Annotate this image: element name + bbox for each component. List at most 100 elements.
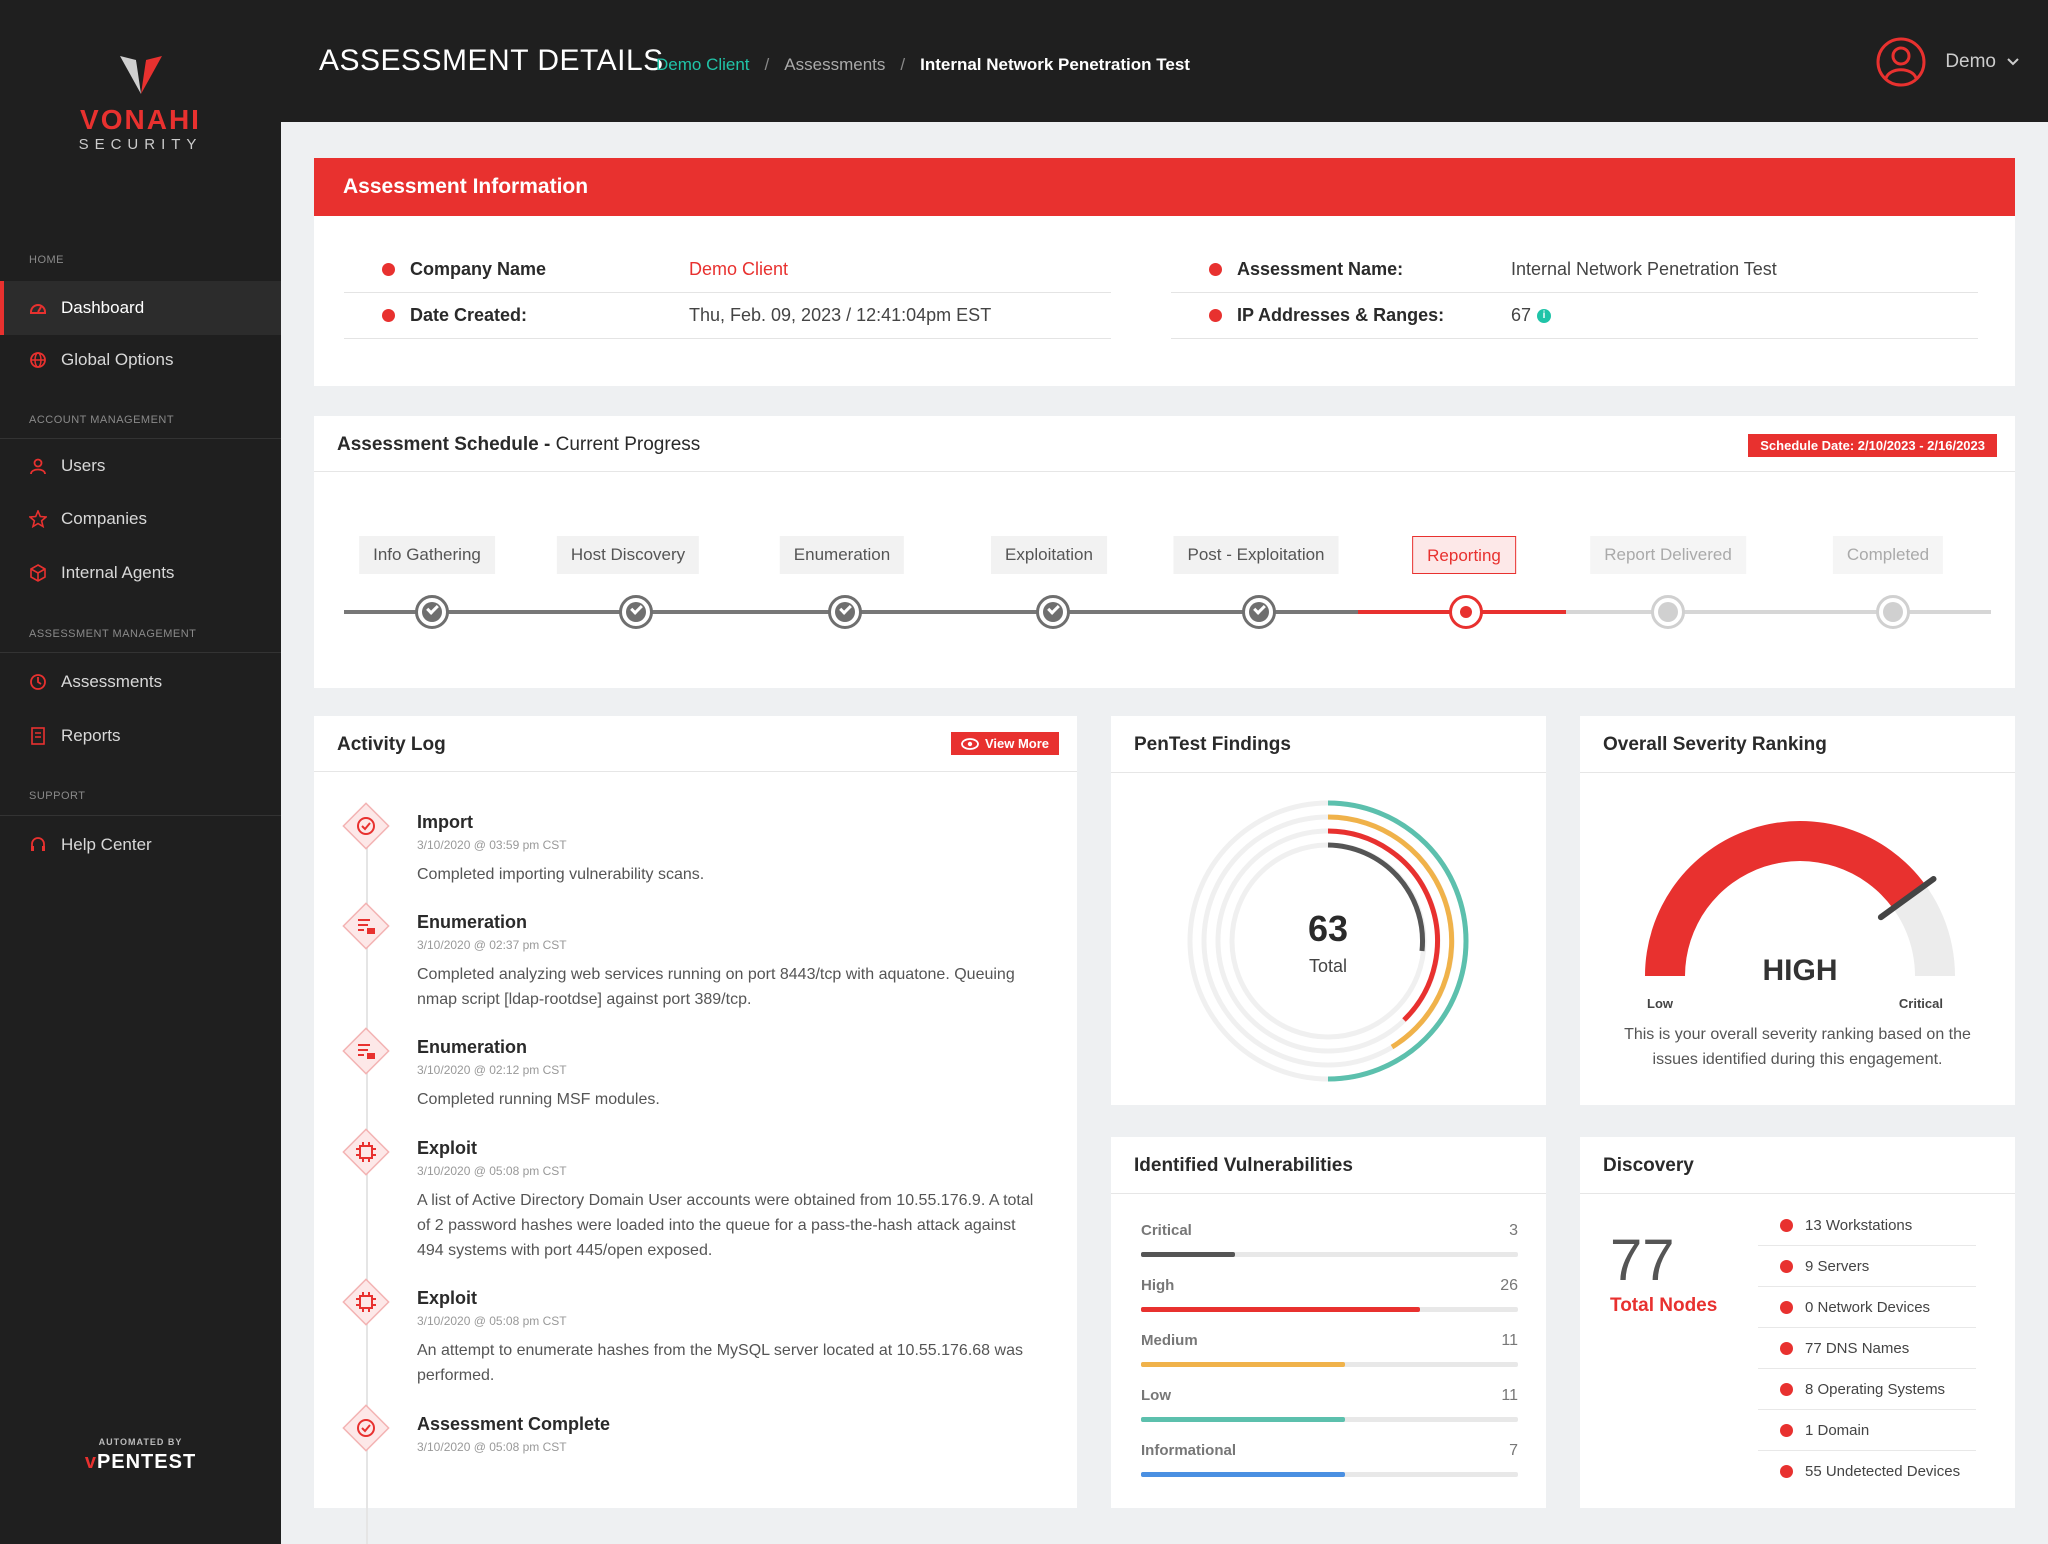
discovery-item[interactable]: 1 Domain — [1758, 1410, 1976, 1451]
log-title: Enumeration — [417, 912, 528, 932]
sidebar-item-dashboard[interactable]: Dashboard — [0, 281, 281, 335]
discovery-item[interactable]: 9 Servers — [1758, 1246, 1976, 1287]
step-node-done — [1242, 595, 1276, 629]
step-post-exploitation[interactable]: Post - Exploitation — [1173, 536, 1339, 574]
log-desc: Completed running MSF modules. — [417, 1091, 660, 1108]
discovery-card: Discovery 77 Total Nodes 13 Workstations… — [1580, 1137, 2015, 1508]
top-header: ASSESSMENT DETAILS Demo Client / Assessm… — [281, 0, 2048, 122]
step-node-done — [1036, 595, 1070, 629]
pentest-findings-card: PenTest Findings 63 Total — [1111, 716, 1546, 1105]
severity-level: HIGH — [1762, 954, 1838, 987]
card-divider — [1111, 772, 1546, 773]
breadcrumb-assessments-link[interactable]: Assessments — [784, 55, 886, 74]
log-time: 3/10/2020 @ 03:59 pm CST — [417, 838, 567, 852]
discovery-item[interactable]: 55 Undetected Devices — [1758, 1451, 1976, 1492]
dashboard-icon — [29, 299, 47, 317]
bullet-dot — [1780, 1300, 1793, 1314]
bullet-dot — [1780, 1465, 1793, 1478]
user-icon — [29, 457, 47, 475]
vuln-row-high[interactable]: High 26 — [1141, 1267, 1518, 1322]
log-item: Exploit 3/10/2020 @ 05:08 pm CST An atte… — [314, 1276, 1074, 1401]
vuln-name: High — [1141, 1277, 1175, 1294]
discovery-item[interactable]: 77 DNS Names — [1758, 1328, 1976, 1369]
step-host-discovery[interactable]: Host Discovery — [556, 536, 700, 574]
check-icon — [426, 602, 439, 615]
view-more-button[interactable]: View More — [950, 732, 1059, 755]
discovery-item[interactable]: 8 Operating Systems — [1758, 1369, 1976, 1410]
breadcrumb-separator: / — [764, 55, 770, 74]
sidebar-item-help-center[interactable]: Help Center — [0, 818, 281, 872]
vuln-row-medium[interactable]: Medium 11 — [1141, 1322, 1518, 1377]
nav-section-assessment: ASSESSMENT MANAGEMENT — [29, 628, 197, 640]
sidebar-item-label: Internal Agents — [61, 563, 175, 582]
sidebar-item-label: Reports — [61, 726, 121, 745]
log-title: Assessment Complete — [417, 1414, 611, 1434]
chip-icon — [340, 1126, 392, 1178]
sidebar-item-reports[interactable]: Reports — [0, 709, 281, 763]
company-name-value[interactable]: Demo Client — [689, 259, 789, 279]
ip-ranges-row: IP Addresses & Ranges: 67 i — [1171, 293, 1978, 339]
sidebar-item-internal-agents[interactable]: Internal Agents — [0, 546, 281, 600]
sidebar-item-users[interactable]: Users — [0, 439, 281, 493]
step-report-delivered[interactable]: Report Delivered — [1590, 536, 1746, 574]
sidebar-item-label: Dashboard — [61, 298, 145, 317]
step-info-gathering[interactable]: Info Gathering — [359, 536, 495, 574]
report-icon — [29, 727, 47, 745]
page-title: ASSESSMENT DETAILS — [319, 44, 664, 77]
vuln-row-informational[interactable]: Informational 7 — [1141, 1432, 1518, 1487]
nav-divider — [0, 815, 281, 816]
list-lock-icon — [340, 900, 392, 952]
vuln-bar-fill — [1141, 1362, 1345, 1367]
step-completed[interactable]: Completed — [1832, 536, 1944, 574]
sidebar-item-global-options[interactable]: Global Options — [0, 333, 281, 387]
nav-section-home: HOME — [29, 254, 64, 266]
list-lock-icon — [340, 1025, 392, 1077]
log-title: Exploit — [417, 1288, 478, 1308]
eye-icon — [961, 737, 979, 750]
date-created-value: Thu, Feb. 09, 2023 / 12:41:04pm EST — [689, 305, 992, 325]
vonahi-logo[interactable]: VONAHI SECURITY — [0, 50, 281, 153]
card-divider — [1580, 1193, 2015, 1194]
step-node-future — [1651, 595, 1685, 629]
check-icon — [1047, 602, 1060, 615]
vulnerabilities-card: Identified Vulnerabilities Critical 3 Hi… — [1111, 1137, 1546, 1508]
log-time: 3/10/2020 @ 05:08 pm CST — [417, 1440, 567, 1454]
globe-icon — [29, 351, 47, 369]
vuln-name: Medium — [1141, 1332, 1198, 1349]
sidebar-item-companies[interactable]: Companies — [0, 492, 281, 546]
bullet-dot — [1780, 1341, 1793, 1355]
schedule-date-badge: Schedule Date: 2/10/2023 - 2/16/2023 — [1748, 434, 1997, 457]
sidebar-item-assessments[interactable]: Assessments — [0, 655, 281, 709]
activity-log-card: Activity Log View More Import 3/10/2020 … — [314, 716, 1077, 1544]
user-name: Demo — [1945, 51, 1996, 72]
step-reporting[interactable]: Reporting — [1412, 536, 1516, 574]
assessment-info-title: Assessment Information — [343, 175, 589, 198]
vuln-row-critical[interactable]: Critical 3 — [1141, 1212, 1518, 1267]
chevron-down-icon — [2006, 54, 2020, 70]
vuln-bar-track — [1141, 1307, 1518, 1312]
severity-title: Overall Severity Ranking — [1603, 734, 1827, 755]
step-enumeration[interactable]: Enumeration — [779, 536, 905, 574]
log-desc: Completed analyzing web services running… — [417, 966, 1015, 1008]
gauge-critical-label: Critical — [1898, 996, 1943, 1011]
assessment-name-value: Internal Network Penetration Test — [1511, 259, 1777, 279]
company-name-row: Company Name Demo Client — [344, 247, 1111, 293]
ip-ranges-value: 67 i — [1511, 305, 1552, 326]
progress-track-done — [344, 610, 1409, 614]
discovery-total-label: Total Nodes — [1610, 1295, 1718, 1316]
discovery-item[interactable]: 13 Workstations — [1758, 1205, 1976, 1246]
check-icon — [630, 602, 643, 615]
user-menu[interactable]: Demo — [1875, 36, 2020, 88]
vuln-row-low[interactable]: Low 11 — [1141, 1377, 1518, 1432]
vuln-bar-fill — [1141, 1472, 1345, 1477]
log-time: 3/10/2020 @ 02:37 pm CST — [417, 938, 567, 952]
severity-gauge: HIGH Low Critical — [1635, 806, 1965, 1011]
progress-track-future — [1566, 610, 1991, 614]
breadcrumb-client-link[interactable]: Demo Client — [656, 55, 750, 74]
discovery-item[interactable]: 0 Network Devices — [1758, 1287, 1976, 1328]
log-desc: A list of Active Directory Domain User a… — [417, 1192, 1034, 1259]
step-exploitation[interactable]: Exploitation — [991, 536, 1107, 574]
card-divider — [1580, 772, 2015, 773]
info-icon[interactable]: i — [1537, 309, 1552, 324]
ip-ranges-label: IP Addresses & Ranges: — [1237, 305, 1445, 325]
